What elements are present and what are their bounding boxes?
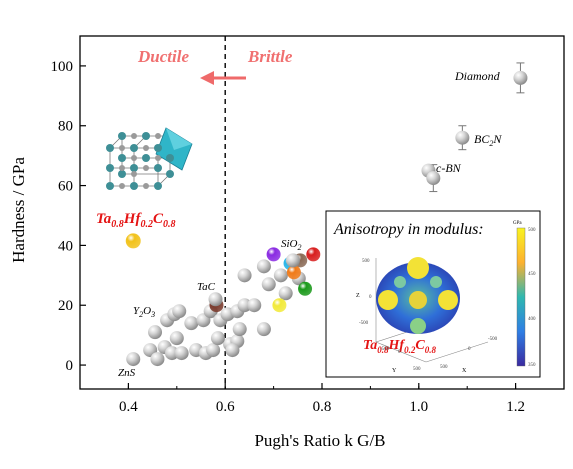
x-tick-label: 0.6 (216, 399, 235, 415)
inset-tick-z-2: -500 (359, 321, 369, 326)
inset-colorbar (516, 227, 526, 367)
inset-axis-x: X (462, 368, 467, 374)
data-point (206, 343, 221, 358)
y-tick-label: 80 (58, 119, 73, 135)
labeled-points-layer (126, 70, 528, 367)
data-point (225, 343, 240, 358)
labeled-data-point (148, 325, 163, 340)
data-point (210, 331, 225, 346)
colored-data-point (298, 281, 313, 296)
y-axis-label: Hardness / GPa (9, 157, 28, 263)
y-tick-label: 0 (66, 358, 74, 374)
inset-tick-x-0: 0 (468, 347, 471, 352)
inset-tick-y-2: -500 (380, 347, 390, 352)
x-axis-label: Pugh's Ratio k G/B (254, 431, 385, 450)
data-point (164, 346, 179, 361)
inset-tick-z-1: 0 (369, 295, 372, 300)
gray-points-layer (143, 259, 306, 367)
y-tick-label: 60 (58, 179, 73, 195)
highlight-data-point (125, 233, 141, 249)
data-point (273, 268, 288, 283)
labeled-data-point (208, 292, 223, 307)
y-axis-ticks: 0 20 40 60 80 100 (51, 59, 86, 374)
labeled-data-point (126, 352, 141, 367)
y-tick-label: 20 (58, 298, 73, 314)
inset-axis-y: Y (392, 368, 397, 374)
data-point (150, 352, 165, 367)
colored-data-point (286, 265, 301, 280)
highlight-compound-label: Ta0.8Hf0.2C0.8 (96, 211, 175, 230)
inset-title: Anisotropy in modulus: (333, 221, 484, 238)
data-point (174, 346, 189, 361)
labeled-data-point (285, 253, 300, 268)
highlight-point-layer (125, 233, 141, 249)
y-tick-label: 40 (58, 238, 73, 254)
crystal-structure-illustration (106, 127, 193, 190)
colored-data-point (272, 298, 287, 313)
cbn-label: c-BN (436, 161, 462, 175)
colored-data-point (266, 247, 281, 262)
data-point (256, 259, 271, 274)
data-point (172, 304, 187, 319)
inset-colorbar-tick-2: 400 (528, 317, 536, 322)
colored-data-point (306, 247, 321, 262)
bc2n-label: BC2N (474, 132, 502, 148)
x-tick-label: 0.4 (119, 399, 138, 415)
x-tick-label: 1.2 (506, 399, 525, 415)
inset-colorbar-tick-1: 450 (528, 272, 536, 277)
inset-tick-z-0: 500 (362, 259, 370, 264)
inset-modulus-surface (376, 257, 460, 334)
ductile-label: Ductile (137, 47, 189, 66)
y2o3-label: Y2O3 (133, 305, 155, 319)
zns-label: ZnS (118, 367, 136, 379)
inset-compound-label: Ta0.8Hf0.2C0.8 (363, 338, 436, 355)
inset-tick-y-1: 0 (398, 350, 401, 355)
inset-panel: Anisotropy in modulus: Ta0.8Hf0.2C0.8 Z … (325, 210, 541, 378)
data-point (237, 268, 252, 283)
x-axis-ticks: 0.4 0.6 0.8 1.0 1.2 (79, 383, 565, 415)
labeled-data-point (513, 70, 528, 85)
x-tick-label: 0.8 (313, 399, 332, 415)
inset-colorbar-tick-0: 500 (528, 228, 536, 233)
diamond-label: Diamond (454, 69, 501, 83)
tac-label: TaC (197, 281, 216, 293)
labeled-data-point (455, 130, 470, 145)
data-point (247, 298, 262, 313)
data-point (237, 298, 252, 313)
data-point (256, 322, 271, 337)
inset-colorbar-tick-3: 350 (528, 363, 536, 368)
inset-axis-z: Z (356, 293, 360, 299)
data-point (184, 316, 199, 331)
inset-tick-y-0: 500 (413, 367, 421, 372)
data-point (261, 277, 276, 292)
data-point (232, 322, 247, 337)
inset-tick-x-1: -500 (488, 337, 498, 342)
x-tick-label: 1.0 (409, 399, 428, 415)
sio2-label: SiO2 (281, 238, 302, 252)
inset-tick-x-2: 500 (440, 365, 448, 370)
labeled-data-point (426, 171, 441, 186)
data-point (169, 331, 184, 346)
y-tick-label: 100 (51, 59, 74, 75)
direction-arrow (200, 71, 246, 85)
data-point (278, 286, 293, 301)
inset-colorbar-unit: GPa (513, 221, 522, 226)
brittle-label: Brittle (247, 47, 293, 66)
